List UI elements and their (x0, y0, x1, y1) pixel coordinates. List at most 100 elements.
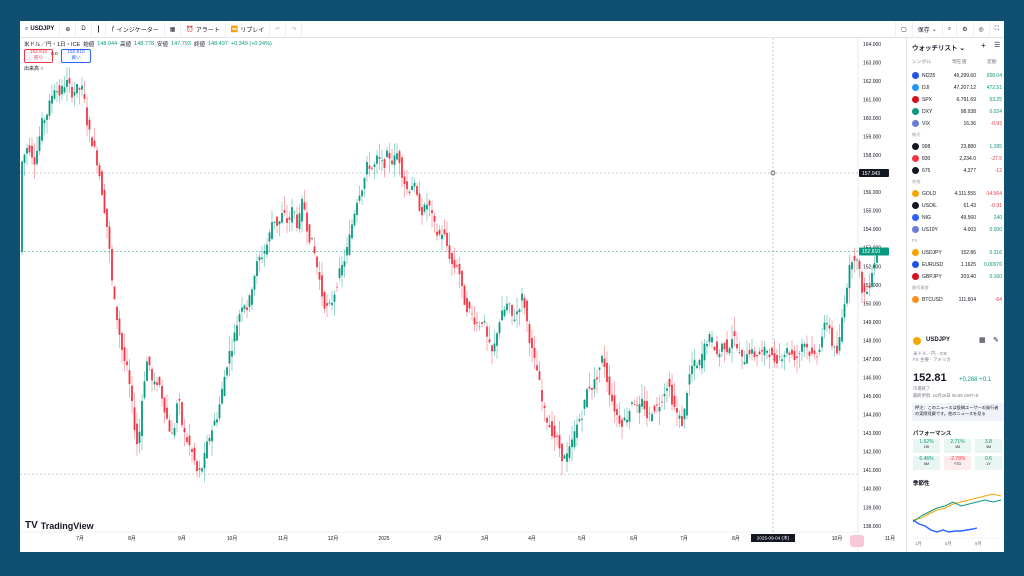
watchlist-row[interactable]: EURUSD 1.1625 0.00076 (912, 260, 1002, 270)
watchlist-section[interactable]: 株式 (912, 132, 921, 137)
watchlist-price: 23,880 (960, 144, 976, 150)
watchlist-row[interactable]: NIG 49,560 240 (912, 213, 1002, 223)
candle-body (136, 423, 138, 445)
watchlist-section[interactable]: FX (912, 238, 918, 243)
col-symbol[interactable]: シンボル (912, 60, 932, 65)
candle-body (171, 432, 173, 434)
col-change[interactable]: 変動 (987, 60, 997, 65)
watchlist-change: 240 (993, 215, 1002, 221)
candle-body (548, 425, 551, 428)
price-tick-label: 164.000 (863, 42, 881, 48)
candle-body (441, 234, 443, 240)
watchlist-row[interactable]: 675 4,377 -12 (912, 166, 1002, 176)
watchlist-row[interactable]: SPX 6,791.69 53.25 (912, 95, 1002, 105)
volume-legend[interactable]: 出来高 ○ (24, 65, 43, 72)
layout-button[interactable]: ▢ (895, 21, 912, 37)
candle-body (191, 448, 193, 453)
news-banner[interactable]: 押注：このニュースは投稿ユーザーの発行者の実際見解です。他のニュースを見る (912, 403, 1004, 421)
performance-cell[interactable]: 2.71% 1M (944, 439, 971, 453)
eye-icon[interactable]: ○ (40, 66, 44, 72)
symbol-search-button[interactable]: ⌕ USDJPY (20, 21, 61, 37)
candle-body (673, 395, 676, 408)
redo-button[interactable]: ↷ (286, 21, 303, 37)
watchlist-row[interactable]: GOLD 4,111.555 -14.564 (912, 189, 1002, 199)
watchlist-row[interactable]: DXY 98.938 0.024 (912, 107, 1002, 117)
performance-value: 2.71% (950, 439, 965, 445)
candle-body (303, 202, 306, 210)
price-tick-label: 155.000 (863, 209, 881, 215)
watchlist-columns: シンボル 現在値 変動 (912, 58, 1002, 65)
watchlist-row[interactable]: 830 2,234.0 -27.5 (912, 154, 1002, 164)
indicators-button[interactable]: ƒ インジケーター (106, 21, 165, 37)
detail-symbol[interactable]: USDJPY (926, 337, 951, 343)
watchlist-row[interactable]: BTCUSD 111,604 -64 (912, 295, 1002, 305)
settings-button[interactable]: ⚙ (956, 21, 972, 37)
performance-cell[interactable]: 6.46% 6M (913, 456, 940, 470)
save-button[interactable]: 保存 ⌄ (911, 21, 942, 37)
watchlist-row[interactable]: NI225 49,299.60 658.04 (912, 71, 1002, 81)
search-button[interactable]: ⌕ (941, 21, 956, 37)
candle-body (773, 353, 776, 362)
camera-button[interactable]: ◎ (972, 21, 989, 37)
candle-body (251, 289, 253, 305)
seasonality-x-label: 1月 (915, 541, 922, 546)
watchlist-row[interactable]: GBPJPY 203.40 0.160 (912, 272, 1002, 282)
candle-body (326, 303, 328, 306)
watchlist-section[interactable]: 先物 (912, 179, 921, 184)
spread-value: 0.0 (51, 52, 58, 57)
detail-grid-icon[interactable]: ▦ (979, 337, 986, 344)
realtime-badge (850, 535, 864, 547)
performance-cell[interactable]: 1.62% 1W (913, 439, 940, 453)
tradingview-logo: TV TradingView (25, 520, 94, 531)
add-symbol-icon[interactable]: + (981, 41, 986, 50)
candle-body (141, 401, 143, 437)
detail-change: +0.268 +0.1 (959, 377, 992, 383)
watchlist-row[interactable]: USOIL 61.43 -0.31 (912, 201, 1002, 211)
watchlist-row[interactable]: VIX 16.36 -0.93 (912, 119, 1002, 129)
undo-button[interactable]: ↶ (270, 21, 287, 37)
symbol-logo-icon (912, 72, 919, 79)
watchlist-row[interactable]: DJI 47,207.12 472.51 (912, 83, 1002, 93)
symbol-description[interactable]: 米ドル／円・1日・ICE (24, 42, 81, 48)
candle-body (433, 215, 436, 222)
alert-button[interactable]: ⏰ アラート (181, 21, 226, 37)
price-chart[interactable]: 164.000 163.000 162.000 161.000 160.000 159.0… (20, 38, 906, 552)
performance-cell[interactable]: -2.78% YTD (944, 456, 971, 470)
candle-body (758, 351, 761, 355)
watchlist-section[interactable]: 暗号資産 (912, 285, 929, 290)
watchlist-title[interactable]: ウォッチリスト ⌄ (912, 42, 965, 52)
candle-body (403, 176, 406, 185)
chart-pane[interactable]: 164.000 163.000 162.000 161.000 160.000 159.0… (20, 38, 906, 552)
candle-body (453, 259, 456, 268)
candle-body (546, 417, 548, 423)
watchlist-menu-icon[interactable]: ☰ (994, 42, 1001, 49)
watchlist-row[interactable]: US10Y 4.003 0.000 (912, 225, 1002, 235)
candle-body (818, 349, 821, 352)
price-tick-label: 156.000 (863, 190, 881, 196)
performance-cell[interactable]: 3.8 3M (975, 439, 1002, 453)
candle-body (801, 343, 803, 352)
candle-body (63, 87, 66, 93)
candle-body (71, 86, 73, 98)
watchlist-row[interactable]: USDJPY 152.86 0.316 (912, 248, 1002, 258)
performance-cell[interactable]: 0.6 1Y (975, 456, 1002, 470)
compare-button[interactable]: ⊕ (60, 21, 77, 37)
sell-button[interactable]: 152.810 売り (24, 49, 53, 63)
candle-body (366, 162, 368, 175)
col-price[interactable]: 現在値 (952, 60, 967, 65)
symbol-logo-icon (912, 155, 919, 162)
candle-body (43, 120, 46, 124)
templates-button[interactable]: ▦ (165, 21, 182, 37)
buy-button[interactable]: 152.810 買い (61, 49, 91, 63)
fullscreen-button[interactable]: ⛶ (988, 21, 1004, 37)
candle-body (711, 337, 713, 343)
candle-body (848, 265, 851, 289)
replay-button[interactable]: ⏪ リプレイ (226, 21, 271, 37)
top-toolbar-right: ▢ 保存 ⌄ ⌕ ⚙ ◎ ⛶ (895, 21, 1004, 37)
watchlist-row[interactable]: 998 23,880 1,285 (912, 142, 1002, 152)
detail-edit-icon[interactable]: ✎ (993, 337, 999, 344)
watchlist-symbol: GOLD (922, 191, 937, 197)
interval-button[interactable]: D (76, 21, 92, 37)
chart-type-button[interactable]: ┃ (92, 21, 107, 37)
candle-body (756, 355, 758, 357)
